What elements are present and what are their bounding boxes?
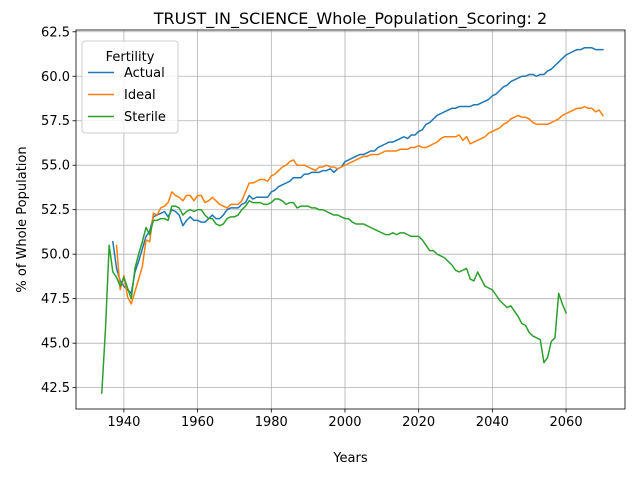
legend-label-sterile: Sterile: [124, 110, 166, 125]
x-tick-label: 1980: [255, 415, 288, 430]
y-tick-label: 52.5: [41, 203, 70, 218]
y-axis-label: % of Whole Population: [15, 146, 30, 292]
chart-title: TRUST_IN_SCIENCE_Whole_Population_Scorin…: [153, 9, 547, 29]
x-axis-label: Years: [332, 451, 368, 466]
x-tick-label: 2060: [550, 415, 583, 430]
x-tick-label: 2040: [476, 415, 509, 430]
y-tick-label: 55.0: [41, 159, 70, 174]
grid-layer: [76, 30, 625, 409]
legend-entries: Actual Ideal Sterile: [88, 66, 166, 125]
legend: Fertility Actual Ideal Sterile: [81, 40, 179, 134]
plot-frame: [75, 29, 626, 410]
x-tick-label: 1940: [107, 415, 140, 430]
series-line-ideal: [115, 105, 604, 305]
y-tick-label: 60.0: [41, 70, 70, 85]
series-line-sterile: [100, 198, 568, 394]
legend-box: [81, 40, 179, 134]
ticks-layer: 1940 1960 1980 2000 2020 2040 2060 42.5 45.0 47.5…: [41, 25, 583, 430]
series-line-actual: [112, 47, 604, 295]
y-tick-label: 47.5: [41, 292, 70, 307]
lines-layer: [100, 47, 604, 394]
x-tick-label: 2000: [328, 415, 361, 430]
legend-label-ideal: Ideal: [124, 88, 156, 103]
y-tick-label: 42.5: [41, 381, 70, 396]
y-tick-label: 45.0: [41, 337, 70, 352]
y-tick-label: 62.5: [41, 25, 70, 40]
legend-label-actual: Actual: [124, 66, 165, 81]
y-tick-label: 50.0: [41, 248, 70, 263]
legend-title: Fertility: [106, 50, 155, 65]
y-tick-label: 57.5: [41, 114, 70, 129]
x-tick-label: 1960: [181, 415, 214, 430]
x-tick-label: 2020: [402, 415, 435, 430]
